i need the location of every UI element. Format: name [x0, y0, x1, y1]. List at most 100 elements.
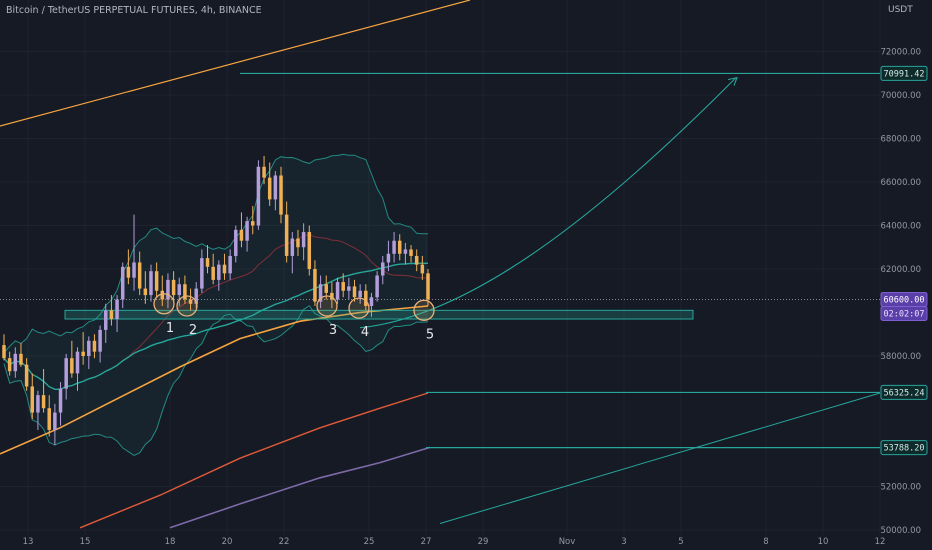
candle[interactable]: [81, 332, 85, 365]
candle[interactable]: [24, 358, 29, 391]
price-tick-label[interactable]: 72000.00: [880, 48, 921, 58]
candle[interactable]: [154, 262, 159, 298]
candle[interactable]: [41, 369, 46, 413]
time-tick-label[interactable]: 29: [478, 537, 489, 547]
candle[interactable]: [381, 255, 385, 285]
candle[interactable]: [188, 288, 193, 311]
candle[interactable]: [36, 390, 40, 430]
time-tick-label[interactable]: 22: [279, 537, 290, 547]
candle[interactable]: [92, 334, 97, 359]
currency-label[interactable]: USDT: [888, 5, 913, 15]
candle[interactable]: [126, 249, 131, 285]
candle[interactable]: [267, 162, 272, 206]
candle[interactable]: [330, 282, 334, 309]
candle[interactable]: [341, 273, 345, 298]
candle[interactable]: [414, 249, 419, 272]
price-tick-label[interactable]: 50000.00: [880, 526, 921, 536]
time-tick-label[interactable]: 13: [23, 537, 34, 547]
candle[interactable]: [364, 284, 368, 311]
candle[interactable]: [75, 347, 80, 391]
candle[interactable]: [217, 260, 221, 291]
candle[interactable]: [222, 253, 227, 280]
candle[interactable]: [70, 340, 74, 378]
candle[interactable]: [183, 275, 187, 304]
candle[interactable]: [347, 277, 351, 300]
candle[interactable]: [30, 373, 35, 420]
time-tick-label[interactable]: 27: [421, 537, 432, 547]
candle[interactable]: [239, 212, 244, 248]
candle[interactable]: [279, 166, 283, 224]
support-zone-rect[interactable]: [64, 309, 694, 320]
candle[interactable]: [256, 160, 261, 230]
candle[interactable]: [143, 271, 148, 304]
candle[interactable]: [228, 249, 232, 280]
price-tick-label[interactable]: 62000.00: [880, 265, 921, 275]
candle[interactable]: [318, 275, 323, 309]
candle[interactable]: [397, 234, 402, 261]
candle[interactable]: [160, 275, 165, 306]
candle[interactable]: [98, 325, 102, 363]
price-axis[interactable]: 72000.00 70000.00 68000.00 66000.00 64000.00…: [880, 48, 921, 537]
candle[interactable]: [313, 260, 317, 306]
candle[interactable]: [358, 284, 362, 304]
candle[interactable]: [58, 382, 63, 426]
price-tick-label[interactable]: 70000.00: [880, 91, 921, 101]
time-tick-label[interactable]: 25: [364, 537, 375, 547]
candle[interactable]: [104, 303, 108, 343]
candle[interactable]: [19, 342, 23, 367]
candle[interactable]: [7, 351, 12, 376]
candle[interactable]: [120, 262, 125, 309]
pivot-point[interactable]: 2: [176, 295, 198, 338]
time-tick-label[interactable]: 12: [875, 537, 886, 547]
pivot-point[interactable]: 3: [316, 295, 338, 338]
time-tick-label[interactable]: 5: [678, 537, 683, 547]
candle[interactable]: [409, 245, 413, 263]
candle[interactable]: [307, 225, 312, 276]
time-tick-label[interactable]: 15: [80, 537, 91, 547]
symbol-header[interactable]: Bitcoin / TetherUS PERPETUAL FUTURES, 4h…: [6, 5, 262, 16]
candle[interactable]: [2, 334, 6, 361]
candle[interactable]: [149, 264, 153, 302]
candle[interactable]: [352, 279, 357, 302]
time-tick-label[interactable]: 10: [818, 537, 829, 547]
candle[interactable]: [426, 269, 430, 306]
candle[interactable]: [177, 277, 182, 306]
price-tick-label[interactable]: 64000.00: [880, 222, 921, 232]
time-axis[interactable]: 13 15 18 20 22 25 27 29 Nov 3 5 8 10 12: [23, 537, 886, 547]
candle[interactable]: [290, 232, 295, 274]
candle[interactable]: [420, 255, 425, 280]
time-tick-label[interactable]: Nov: [559, 537, 576, 547]
candle[interactable]: [386, 240, 391, 272]
price-tick-label[interactable]: 58000.00: [880, 352, 921, 362]
candle[interactable]: [87, 336, 91, 370]
pivot-point[interactable]: 5: [413, 299, 435, 342]
candle[interactable]: [234, 225, 238, 263]
candle[interactable]: [403, 242, 408, 265]
candle[interactable]: [47, 395, 51, 437]
candle[interactable]: [375, 271, 379, 302]
price-tick-label[interactable]: 68000.00: [880, 135, 921, 145]
candle[interactable]: [245, 216, 249, 252]
candle[interactable]: [137, 251, 142, 296]
candle[interactable]: [262, 155, 266, 185]
candle[interactable]: [166, 273, 170, 309]
candle[interactable]: [211, 253, 215, 285]
candle[interactable]: [200, 249, 204, 293]
pivot-point[interactable]: 4: [348, 297, 370, 340]
candle[interactable]: [132, 214, 136, 291]
candle[interactable]: [250, 205, 255, 235]
candle[interactable]: [296, 229, 300, 256]
candle[interactable]: [284, 201, 289, 263]
time-tick-label[interactable]: 18: [165, 537, 176, 547]
candle[interactable]: [53, 403, 57, 446]
price-tick-label[interactable]: 66000.00: [880, 178, 921, 188]
candle[interactable]: [13, 347, 18, 378]
candle[interactable]: [392, 232, 396, 263]
candle[interactable]: [171, 271, 176, 302]
price-tick-label[interactable]: 52000.00: [880, 483, 921, 493]
candle[interactable]: [64, 353, 68, 400]
candle[interactable]: [205, 245, 210, 274]
time-tick-label[interactable]: 8: [763, 537, 768, 547]
